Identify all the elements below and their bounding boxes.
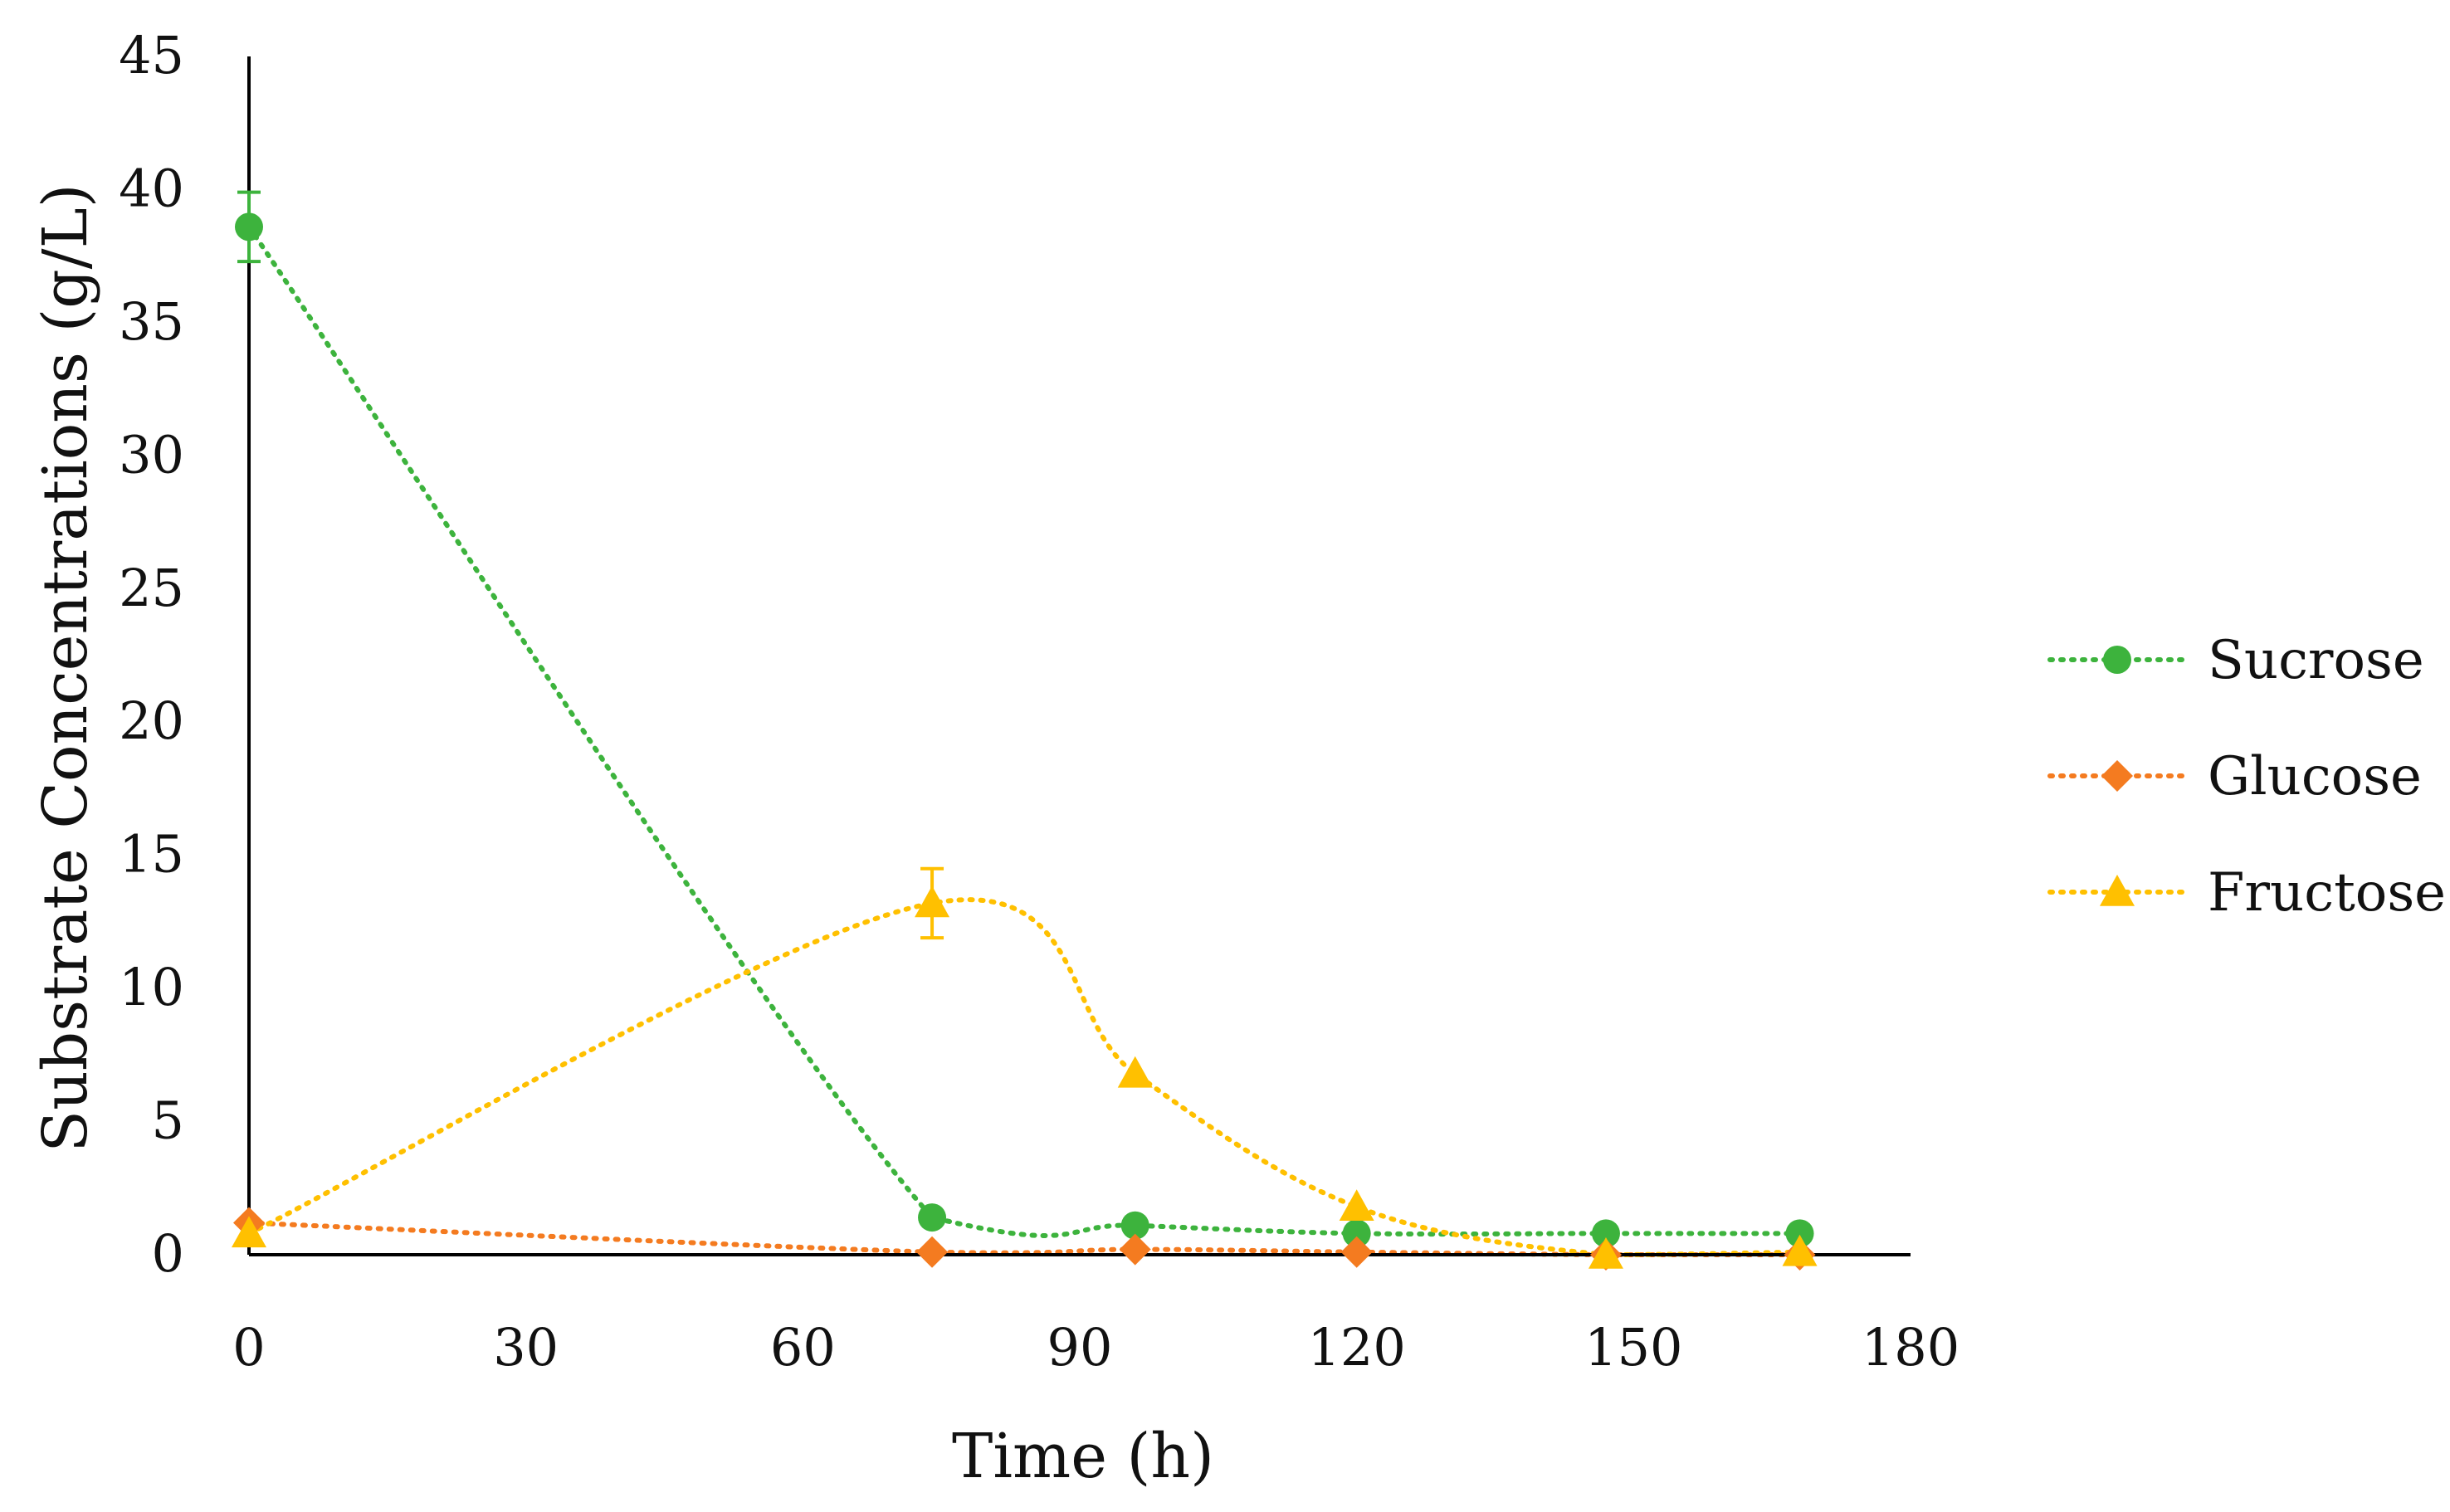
x-axis-title: Time (h): [952, 1421, 1214, 1492]
glucose-point: [1340, 1236, 1373, 1268]
fructose-point: [1782, 1234, 1818, 1266]
fructose-point: [1588, 1237, 1623, 1269]
sucrose-point: [1342, 1219, 1371, 1248]
error-bars: [237, 190, 944, 940]
legend-label-fructose: Fructose: [2208, 862, 2446, 924]
y-tick-label: 25: [119, 558, 184, 618]
y-tick-label: 10: [119, 957, 184, 1017]
sucrose-point: [1120, 1211, 1149, 1240]
y-tick-label: 15: [119, 824, 184, 885]
y-tick-label: 20: [119, 690, 184, 751]
x-tick-label: 150: [1584, 1317, 1682, 1378]
sucrose-point: [1591, 1219, 1620, 1248]
legend-marker-fructose: [2100, 875, 2135, 906]
y-tick-label: 30: [119, 424, 184, 485]
sucrose-point: [235, 212, 263, 241]
legend-marker-sucrose: [2103, 646, 2131, 674]
y-tick-labels: 0 5 10 15 20 25 30 35 40 45: [119, 25, 184, 1284]
y-tick-label: 0: [152, 1223, 184, 1284]
legend-item-sucrose: Sucrose: [2047, 630, 2424, 691]
x-tick-label: 30: [493, 1317, 559, 1378]
y-tick-label: 45: [119, 25, 184, 85]
fructose-point: [232, 1216, 266, 1248]
x-tick-label: 180: [1862, 1317, 1960, 1378]
legend-item-fructose: Fructose: [2047, 862, 2446, 924]
sucrose-point: [918, 1203, 947, 1232]
x-tick-labels: 0 30 60 90 120 150 180: [232, 1317, 1960, 1378]
x-tick-label: 60: [770, 1317, 836, 1378]
fructose-point: [915, 885, 950, 918]
fructose-point: [1117, 1056, 1153, 1088]
legend: Sucrose Glucose Fructose: [2047, 630, 2446, 924]
legend-label-sucrose: Sucrose: [2208, 630, 2424, 691]
legend-marker-glucose: [2101, 760, 2133, 792]
fructose-point: [1339, 1189, 1374, 1222]
x-tick-label: 0: [232, 1317, 265, 1378]
fructose-line: [246, 897, 1803, 1258]
sucrose-point: [1785, 1219, 1814, 1248]
glucose-point: [916, 1236, 949, 1268]
x-tick-label: 90: [1047, 1317, 1113, 1378]
series-markers: [232, 212, 1818, 1271]
y-tick-label: 35: [119, 291, 184, 352]
y-tick-label: 5: [152, 1090, 184, 1151]
legend-item-glucose: Glucose: [2047, 746, 2422, 807]
y-axis-title: Substrate Concentrations (g/L): [30, 183, 101, 1152]
y-tick-label: 40: [119, 158, 184, 218]
legend-label-glucose: Glucose: [2208, 746, 2422, 807]
sucrose-line: [246, 224, 1803, 1238]
glucose-line: [246, 1220, 1803, 1257]
x-tick-label: 120: [1307, 1317, 1405, 1378]
series-lines: [246, 224, 1803, 1258]
glucose-point: [1119, 1233, 1151, 1266]
